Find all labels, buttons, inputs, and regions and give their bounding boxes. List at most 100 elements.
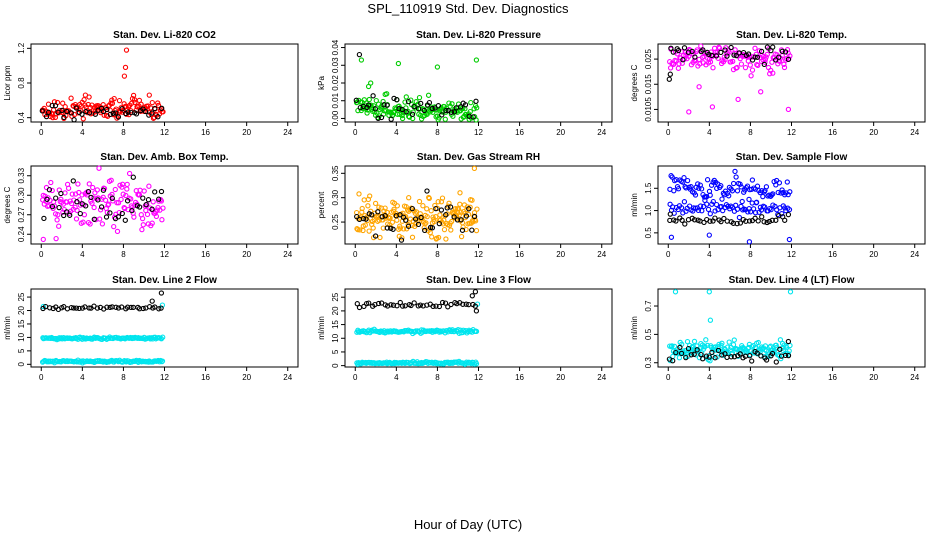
data-point [435,199,441,205]
x-tick-label: 4 [707,250,712,259]
x-tick-label: 20 [869,250,878,259]
x-tick-label: 16 [515,128,524,137]
data-point [691,351,697,357]
data-point [670,49,676,55]
data-point [152,105,158,112]
data-point [426,195,432,202]
x-tick-label: 0 [39,128,44,137]
data-point [426,99,433,106]
x-tick-label: 16 [828,250,837,259]
y-axis-label: degrees C [630,64,639,101]
data-point [91,216,97,222]
data-point [397,299,403,306]
data-point [768,206,774,213]
x-tick-label: 24 [910,128,919,137]
data-point [424,213,430,220]
plot-frame [344,288,613,368]
data-point [700,356,706,362]
x-tick-label: 4 [394,250,399,259]
data-point [115,214,122,220]
x-tick-label: 16 [201,373,210,382]
data-point [712,215,718,221]
data-point [779,187,785,193]
data-point [49,187,55,194]
data-point [773,217,779,223]
data-point [777,337,784,343]
data-point [49,203,56,210]
data-point [354,213,360,220]
y-axis-label: ml/min [317,316,326,340]
data-point [766,218,773,225]
data-point [733,52,739,59]
data-point [83,203,89,209]
data-point [370,93,376,99]
data-point [366,228,372,234]
x-tick-label: 24 [597,250,606,259]
y-tick-label: 0.8 [17,77,26,89]
y-tick-label: 0.30 [331,189,340,205]
data-point [399,106,405,113]
data-point [119,106,125,112]
x-tick-label: 12 [474,373,483,382]
data-point [46,203,52,209]
data-point [96,165,102,171]
panel-title: Stan. Dev. Li-820 Pressure [416,30,541,41]
data-point [749,67,756,73]
data-point [770,44,776,50]
y-axis-label: ml/min [630,193,639,217]
data-point [722,204,728,211]
data-point [375,115,381,122]
y-tick-label: 0.00 [331,110,340,126]
data-point [150,199,156,205]
data-point [678,350,685,357]
data-point [149,206,155,212]
x-tick-label: 20 [242,128,251,137]
data-point [442,300,449,306]
data-point [369,212,375,218]
data-point [750,206,757,212]
x-tick-label: 20 [556,128,565,137]
data-point [439,299,446,306]
data-point [406,113,412,120]
data-point [746,218,753,224]
data-point [409,205,415,212]
data-point [680,57,686,63]
data-point [370,225,376,231]
panel-title: Stan. Dev. Gas Stream RH [417,152,540,163]
data-point [158,290,165,296]
data-point [111,95,117,102]
x-tick-label: 16 [201,250,210,259]
data-point [691,338,698,345]
data-point [429,225,436,231]
data-point [356,191,362,197]
data-point [424,188,430,194]
data-point [121,73,128,79]
data-point [107,111,114,118]
x-tick-label: 24 [283,373,292,382]
data-point [408,302,414,309]
data-point [396,233,402,239]
data-point [782,205,788,211]
data-point [448,218,455,225]
data-point [391,206,397,212]
data-point [692,54,698,60]
data-point [394,203,400,209]
data-point [159,105,165,111]
x-tick-label: 0 [666,250,671,259]
data-point [737,181,743,187]
data-point [689,48,695,55]
data-point [785,352,792,359]
data-point [403,109,409,115]
x-tick-label: 8 [435,373,440,382]
data-point [782,217,788,223]
panel-title: Stan. Dev. Line 4 (LT) Flow [729,275,855,286]
data-point [713,53,720,59]
data-point [74,207,80,214]
y-tick-label: 0.3 [644,357,653,369]
data-point [91,204,97,211]
data-point [706,51,712,58]
data-point [394,97,400,103]
data-point [387,328,394,334]
y-tick-label: 0.04 [331,39,340,55]
data-point [764,44,771,50]
